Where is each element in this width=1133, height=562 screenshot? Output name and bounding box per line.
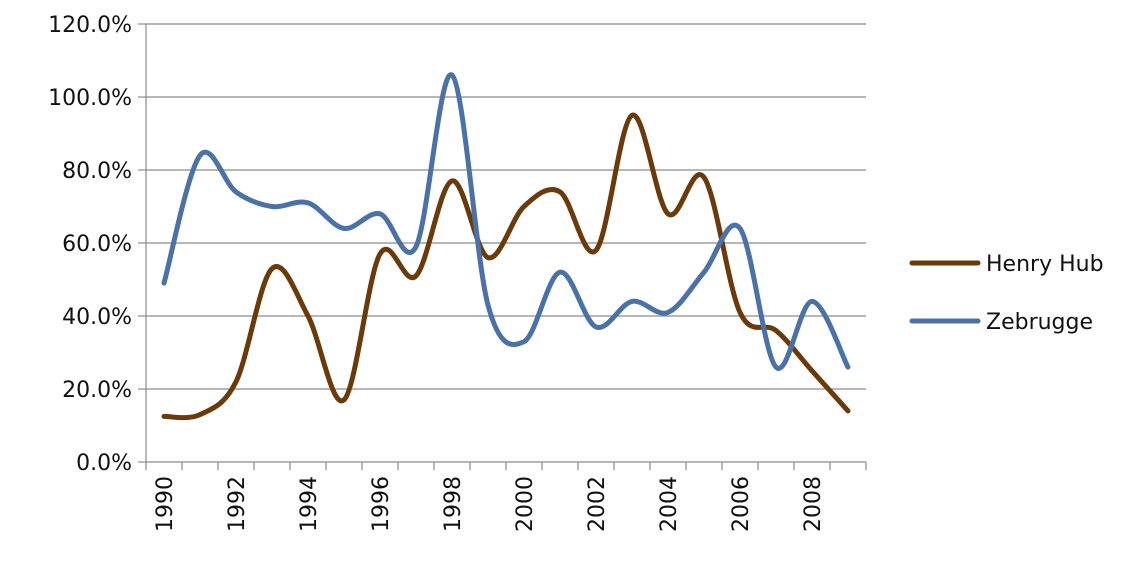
axes: 0.0% 20.0% 40.0% 60.0% 80.0% 100.0% 120.0% 1990…	[48, 13, 867, 532]
y-tick-label: 60.0%	[62, 232, 132, 257]
x-tick-label: 2000	[513, 476, 538, 532]
y-tick-label: 0.0%	[76, 451, 132, 476]
x-tick-label: 2002	[585, 476, 610, 532]
x-tick-label: 1996	[369, 476, 394, 532]
y-tick-label: 120.0%	[48, 13, 132, 38]
series-line-zebrugge	[161, 72, 851, 371]
series-line-henry-hub	[161, 112, 851, 421]
x-tick-label: 2006	[729, 476, 754, 532]
y-tick-label: 40.0%	[62, 305, 132, 330]
x-tick-label: 2008	[801, 476, 826, 532]
series-lines	[161, 72, 851, 421]
x-tick-label: 1992	[225, 476, 250, 532]
legend-label-zebrugge: Zebrugge	[986, 310, 1093, 335]
legend: Henry Hub Zebrugge	[909, 252, 1104, 335]
y-tick-label: 100.0%	[48, 86, 132, 111]
x-tick-label: 1998	[441, 476, 466, 532]
y-tick-label: 80.0%	[62, 159, 132, 184]
gridlines	[146, 23, 866, 390]
legend-label-henry-hub: Henry Hub	[986, 252, 1104, 277]
x-tick-label: 1994	[297, 476, 322, 532]
x-tick-label: 1990	[153, 476, 178, 532]
y-tick-label: 20.0%	[62, 378, 132, 403]
x-tick-label: 2004	[657, 476, 682, 532]
